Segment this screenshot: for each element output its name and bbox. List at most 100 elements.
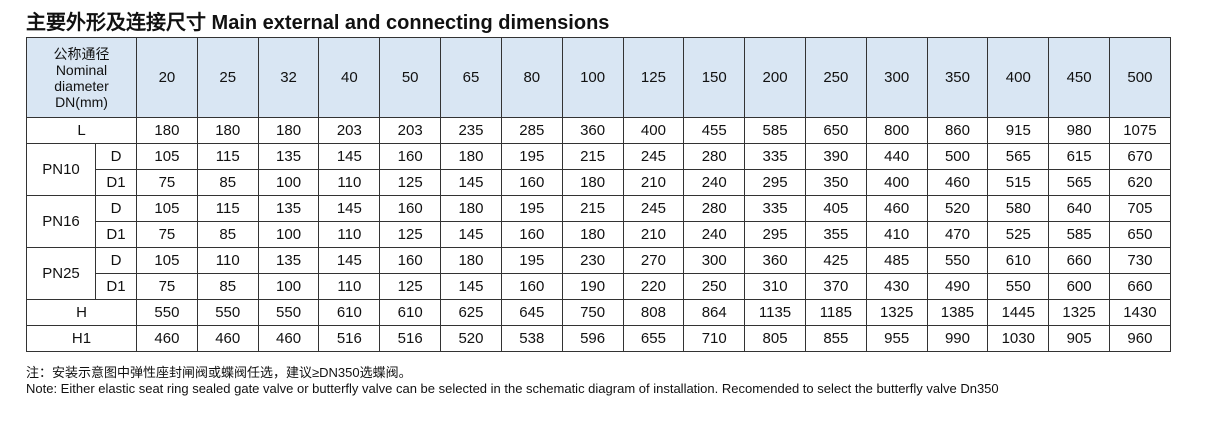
value-cell: 105 — [136, 195, 198, 222]
value-cell: 515 — [987, 169, 1050, 196]
value-cell: 85 — [196, 273, 259, 300]
value-cell: 245 — [622, 143, 685, 170]
value-cell: 145 — [440, 169, 502, 196]
value-cell: 1385 — [926, 299, 989, 326]
row-label: L — [26, 117, 137, 144]
value-cell: 860 — [926, 117, 989, 144]
size-cell: 125 — [622, 37, 685, 118]
size-cell: 50 — [379, 37, 442, 118]
data-row: L 180 180 180 203 203 235 285 360 400 455 585 650 800… — [26, 117, 1171, 144]
value-cell: 460 — [136, 325, 198, 352]
value-cell: 565 — [987, 143, 1050, 170]
value-cell: 100 — [257, 169, 320, 196]
value-cell: 310 — [744, 273, 806, 300]
value-cell: 585 — [1048, 221, 1110, 248]
value-cell: 400 — [865, 169, 928, 196]
value-cell: 600 — [1048, 273, 1110, 300]
value-cell: 105 — [136, 247, 198, 274]
value-cell: 610 — [987, 247, 1050, 274]
value-cell: 1430 — [1109, 299, 1171, 326]
value-cell: 230 — [561, 247, 624, 274]
value-cell: 805 — [744, 325, 806, 352]
value-cell: 335 — [744, 195, 806, 222]
value-cell: 750 — [561, 299, 624, 326]
value-cell: 180 — [561, 169, 624, 196]
value-cell: 115 — [196, 195, 259, 222]
value-cell: 390 — [804, 143, 867, 170]
value-cell: 203 — [379, 117, 442, 144]
row-label: H1 — [26, 325, 137, 352]
value-cell: 955 — [865, 325, 928, 352]
size-cell: 65 — [440, 37, 502, 118]
size-cell: 100 — [561, 37, 624, 118]
value-cell: 75 — [136, 169, 198, 196]
value-cell: 145 — [440, 221, 502, 248]
value-cell: 135 — [257, 247, 320, 274]
value-cell: 585 — [744, 117, 806, 144]
value-cell: 100 — [257, 221, 320, 248]
value-cell: 960 — [1109, 325, 1171, 352]
value-cell: 550 — [987, 273, 1050, 300]
value-cell: 295 — [744, 169, 806, 196]
group-label: PN25 — [26, 247, 96, 300]
value-cell: 125 — [379, 169, 442, 196]
data-row: D1 75 85 100 110 125 145 160 190 220 250 310 370 430 4… — [27, 273, 1171, 300]
size-cell: 250 — [804, 37, 867, 118]
value-cell: 195 — [500, 195, 563, 222]
value-cell: 660 — [1048, 247, 1110, 274]
value-cell: 405 — [804, 195, 867, 222]
data-row: PN10 D 105 115 135 145 160 180 195 215 245 280 335 39… — [26, 143, 1171, 196]
value-cell: 864 — [683, 299, 746, 326]
value-cell: 295 — [744, 221, 806, 248]
value-cell: 85 — [196, 169, 259, 196]
size-cell: 500 — [1109, 37, 1171, 118]
value-cell: 250 — [683, 273, 746, 300]
size-cell: 32 — [257, 37, 320, 118]
value-cell: 300 — [683, 247, 746, 274]
value-cell: 455 — [683, 117, 746, 144]
value-cell: 800 — [865, 117, 928, 144]
value-cell: 360 — [561, 117, 624, 144]
value-cell: 180 — [196, 117, 259, 144]
value-cell: 470 — [926, 221, 989, 248]
row-label: D1 — [95, 169, 137, 196]
value-cell: 1445 — [987, 299, 1050, 326]
value-cell: 550 — [196, 299, 259, 326]
value-cell: 355 — [804, 221, 867, 248]
value-cell: 520 — [926, 195, 989, 222]
value-cell: 180 — [440, 195, 502, 222]
value-cell: 625 — [440, 299, 502, 326]
value-cell: 190 — [561, 273, 624, 300]
value-cell: 245 — [622, 195, 685, 222]
value-cell: 105 — [136, 143, 198, 170]
value-cell: 180 — [136, 117, 198, 144]
data-row: PN25 D 105 110 135 145 160 180 195 230 270 300 360 42… — [26, 247, 1171, 300]
value-cell: 460 — [196, 325, 259, 352]
header-label-line: diameter — [54, 77, 109, 94]
value-cell: 538 — [500, 325, 563, 352]
header-label: 公称通径 Nominal diameter DN(mm) — [26, 37, 137, 118]
value-cell: 460 — [926, 169, 989, 196]
data-row: D1 75 85 100 110 125 145 160 180 210 240 295 355 410 4… — [27, 221, 1171, 248]
value-cell: 215 — [561, 143, 624, 170]
value-cell: 1325 — [1048, 299, 1110, 326]
group-label: PN16 — [26, 195, 96, 248]
value-cell: 615 — [1048, 143, 1110, 170]
value-cell: 145 — [440, 273, 502, 300]
value-cell: 280 — [683, 143, 746, 170]
row-label: H — [26, 299, 137, 326]
size-cell: 200 — [744, 37, 806, 118]
value-cell: 145 — [318, 247, 381, 274]
value-cell: 500 — [926, 143, 989, 170]
value-cell: 85 — [196, 221, 259, 248]
value-cell: 620 — [1109, 169, 1171, 196]
value-cell: 220 — [622, 273, 685, 300]
size-cell: 20 — [136, 37, 198, 118]
value-cell: 1325 — [865, 299, 928, 326]
row-label: D — [95, 143, 137, 170]
value-cell: 125 — [379, 221, 442, 248]
value-cell: 550 — [136, 299, 198, 326]
value-cell: 100 — [257, 273, 320, 300]
value-cell: 203 — [318, 117, 381, 144]
value-cell: 670 — [1109, 143, 1171, 170]
